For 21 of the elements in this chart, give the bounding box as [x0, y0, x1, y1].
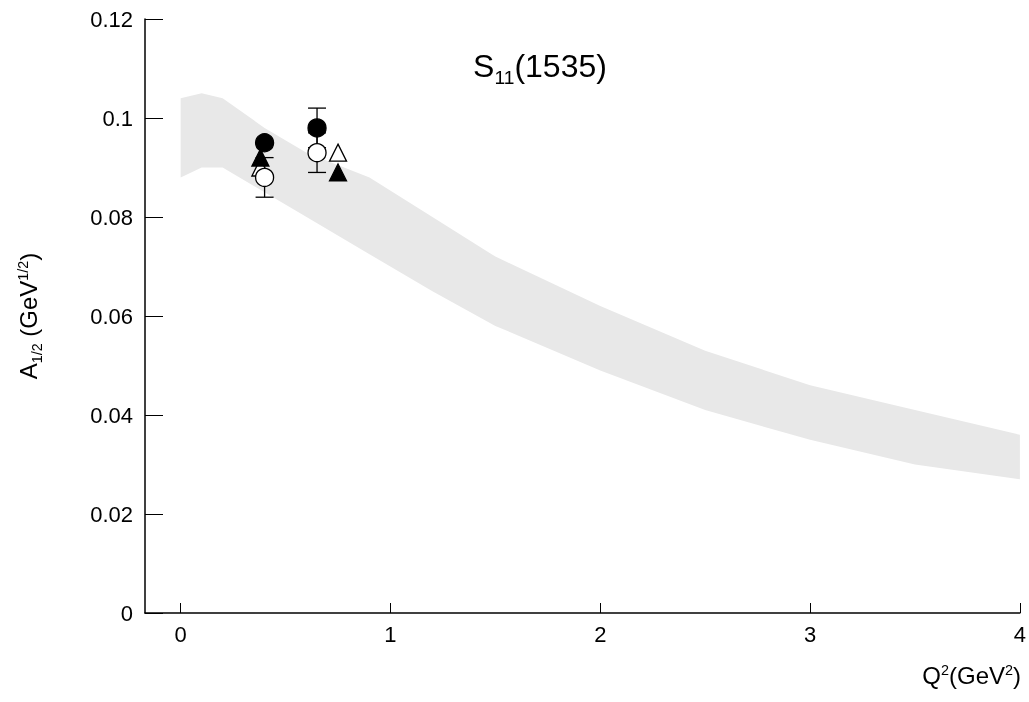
x-tick-label: 3 [803, 621, 817, 647]
x-tick-label: 0 [174, 621, 187, 647]
point [307, 118, 327, 138]
y-tick-label: 0.12 [90, 6, 133, 32]
x-tick-label: 4 [1013, 621, 1027, 647]
point [328, 143, 348, 162]
x-tick-label: 1 [384, 621, 397, 647]
point [328, 163, 348, 182]
point [251, 148, 270, 167]
y-tick-label: 0.1 [102, 105, 133, 131]
y-tick-label: 0.02 [90, 501, 133, 527]
y-tick-label: 0.06 [90, 303, 133, 329]
y-tick-label: 0.04 [90, 402, 133, 428]
point [307, 143, 327, 163]
x-axis-title: Q$^{2}$(GeV$^{2}$) [922, 662, 1021, 690]
y-tick-label: 0.08 [90, 204, 133, 230]
x-tick-label: 2 [594, 621, 607, 647]
y-tick-label: 0 [120, 600, 133, 626]
text: S$_{11}$(1535) [472, 48, 608, 90]
point [254, 133, 275, 153]
point [254, 167, 275, 188]
